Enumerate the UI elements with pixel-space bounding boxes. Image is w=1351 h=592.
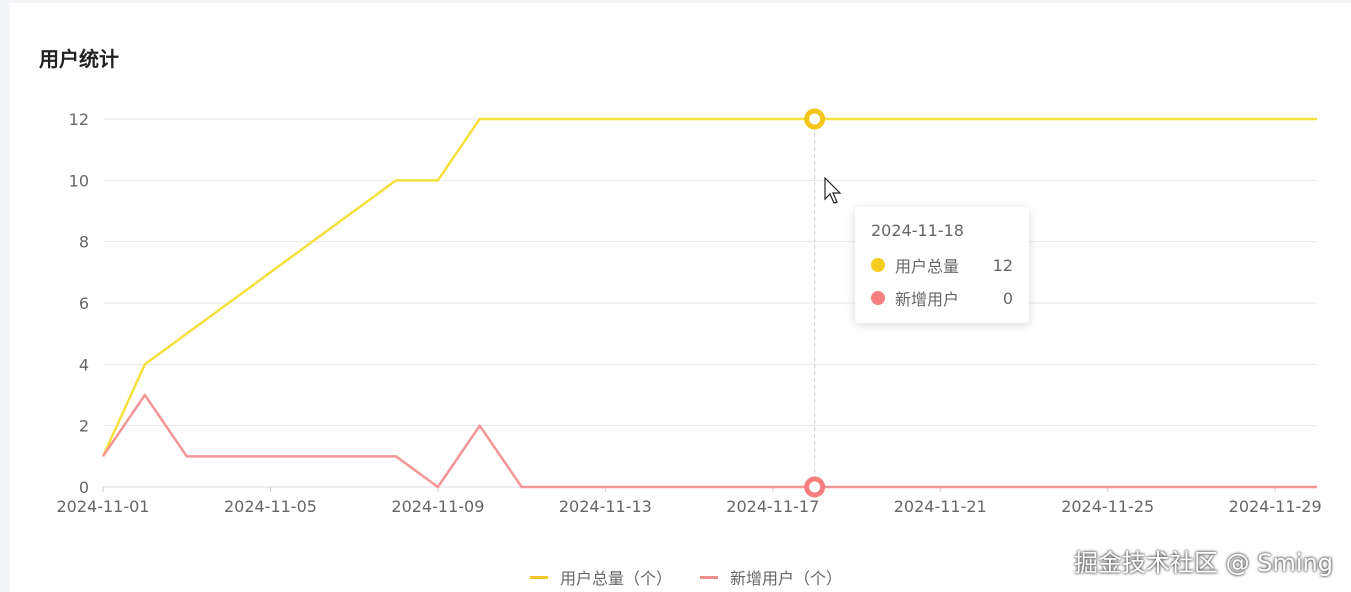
y-tick-label: 12	[69, 110, 89, 129]
y-tick-label: 6	[79, 294, 89, 313]
series-line-1	[101, 393, 1317, 489]
legend-item-new[interactable]: 新增用户（个）	[700, 565, 842, 589]
legend-line-icon	[700, 575, 719, 579]
y-tick-label: 4	[79, 355, 89, 374]
tooltip-label: 用户总量	[895, 257, 960, 276]
x-tick-label: 2024-11-01	[57, 497, 150, 516]
x-tick-label: 2024-11-25	[1061, 497, 1154, 516]
x-tick-label: 2024-11-21	[894, 497, 987, 516]
tooltip-value: 0	[1002, 288, 1013, 308]
legend-label: 新增用户（个）	[730, 569, 843, 588]
x-tick-label: 2024-11-09	[391, 497, 484, 516]
y-tick-label: 2	[79, 417, 89, 436]
y-tick-label: 10	[69, 171, 89, 190]
x-tick-label: 2024-11-29	[1229, 497, 1322, 516]
chart-legend: 用户总量（个） 新增用户（个）	[530, 565, 870, 589]
new-dot-icon	[871, 291, 885, 305]
watermark: 掘金技术社区 @ Sming	[1074, 549, 1333, 577]
total-dot-icon	[871, 258, 885, 272]
highlight-point	[804, 108, 826, 130]
user-stats-card: 用户统计	[10, 3, 1351, 592]
tooltip-value: 12	[992, 255, 1013, 275]
legend-item-total[interactable]: 用户总量（个）	[530, 565, 672, 589]
legend-label: 用户总量（个）	[560, 569, 673, 588]
series-line-0	[101, 117, 1317, 457]
x-tick-label: 2024-11-17	[726, 497, 819, 516]
y-tick-label: 0	[79, 478, 89, 497]
mouse-cursor-icon	[824, 177, 842, 204]
highlight-point	[804, 476, 826, 498]
x-tick-label: 2024-11-13	[559, 497, 652, 516]
chart-tooltip: 2024-11-18 用户总量 12 新增用户 0	[855, 207, 1029, 323]
tooltip-date: 2024-11-18	[871, 221, 964, 240]
tooltip-row-total: 用户总量 12	[871, 254, 1013, 276]
x-tick-label: 2024-11-05	[224, 497, 317, 516]
tooltip-row-new: 新增用户 0	[871, 287, 1013, 309]
tooltip-label: 新增用户	[895, 290, 960, 309]
legend-line-icon	[530, 575, 548, 579]
card-title: 用户统计	[39, 47, 119, 71]
y-tick-label: 8	[79, 233, 89, 252]
